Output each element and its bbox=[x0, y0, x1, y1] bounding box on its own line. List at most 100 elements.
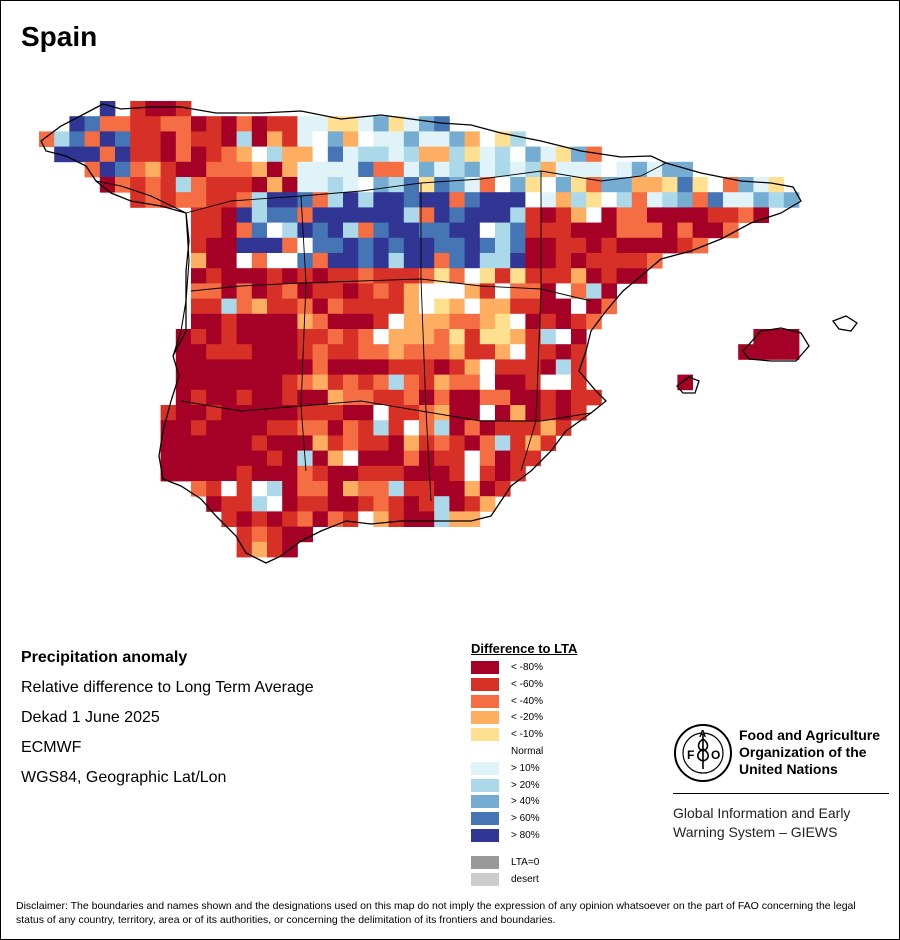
grid-cell bbox=[236, 374, 253, 391]
grid-cell bbox=[449, 222, 465, 239]
disclaimer: Disclaimer: The boundaries and names sho… bbox=[16, 900, 856, 926]
grid-cell bbox=[525, 177, 541, 193]
grid-cell bbox=[282, 131, 298, 147]
grid-cell bbox=[631, 177, 648, 193]
grid-cell bbox=[464, 131, 481, 147]
grid-cell bbox=[115, 177, 131, 193]
grid-cell bbox=[662, 207, 678, 223]
grid-cell bbox=[221, 298, 237, 315]
grid-cell bbox=[540, 344, 557, 360]
grid-cell bbox=[145, 177, 161, 193]
grid-cell bbox=[434, 146, 450, 163]
grid-cell bbox=[327, 177, 344, 193]
grid-cell bbox=[373, 237, 389, 254]
grid-cell bbox=[206, 222, 222, 239]
grid-cell bbox=[464, 313, 481, 330]
grid-cell bbox=[510, 389, 526, 406]
grid-cell bbox=[540, 253, 557, 269]
grid-cell bbox=[571, 222, 587, 239]
legend-label: > 60% bbox=[511, 813, 540, 825]
grid-cell bbox=[449, 268, 465, 284]
grid-cell bbox=[388, 435, 405, 451]
grid-cell bbox=[495, 435, 511, 451]
grid-cell bbox=[221, 313, 237, 330]
grid-cell bbox=[479, 405, 496, 421]
info-variable: Precipitation anomaly bbox=[21, 649, 188, 666]
grid-cell bbox=[373, 298, 389, 315]
grid-cell bbox=[434, 253, 450, 269]
grid-cell bbox=[160, 161, 177, 178]
grid-cell bbox=[677, 222, 693, 239]
grid-cell bbox=[312, 465, 329, 482]
grid-cell bbox=[738, 344, 754, 360]
grid-cell bbox=[403, 283, 420, 299]
legend-label: LTA=0 bbox=[511, 856, 540, 868]
grid-cell bbox=[540, 435, 557, 451]
grid-cell bbox=[206, 405, 222, 421]
grid-cell bbox=[221, 374, 237, 391]
grid-cell bbox=[99, 177, 116, 193]
grid-cell bbox=[403, 481, 420, 497]
grid-cell bbox=[343, 435, 359, 451]
grid-cell bbox=[236, 329, 253, 345]
grid-cell bbox=[358, 298, 374, 315]
legend-row: < -10% bbox=[471, 727, 577, 744]
legend-row: < -20% bbox=[471, 710, 577, 727]
grid-cell bbox=[358, 237, 374, 254]
grid-cell bbox=[358, 496, 374, 512]
grid-cell bbox=[768, 192, 785, 208]
grid-cell bbox=[191, 207, 207, 223]
grid-cell bbox=[434, 511, 450, 527]
grid-cell bbox=[327, 420, 344, 436]
grid-cell bbox=[723, 207, 739, 223]
grid-cell bbox=[373, 146, 389, 163]
grid-cell bbox=[282, 237, 298, 254]
grid-cell bbox=[525, 253, 541, 269]
info-projection: WGS84, Geographic Lat/Lon bbox=[21, 769, 227, 786]
grid-cell bbox=[343, 511, 359, 527]
grid-cell bbox=[571, 389, 587, 406]
grid-cell bbox=[495, 329, 511, 345]
grid-cell bbox=[479, 161, 496, 178]
grid-cell bbox=[130, 116, 146, 132]
grid-cell bbox=[479, 359, 496, 375]
grid-cell bbox=[662, 237, 678, 254]
grid-cell bbox=[191, 313, 207, 330]
grid-cell bbox=[510, 237, 526, 254]
grid-cell bbox=[251, 344, 268, 360]
grid-cell bbox=[221, 481, 237, 497]
grid-cell bbox=[616, 237, 633, 254]
grid-cell bbox=[525, 207, 541, 223]
grid-cell bbox=[388, 420, 405, 436]
grid-cell bbox=[479, 344, 496, 360]
grid-cell bbox=[388, 496, 405, 512]
grid-cell bbox=[388, 465, 405, 482]
grid-cell bbox=[510, 374, 526, 391]
grid-cell bbox=[510, 222, 526, 239]
grid-cell bbox=[586, 389, 602, 406]
grid-cell bbox=[343, 465, 359, 482]
org-divider bbox=[673, 793, 889, 794]
grid-cell bbox=[783, 329, 800, 345]
grid-cell bbox=[191, 146, 207, 163]
grid-cell bbox=[327, 161, 344, 178]
legend-swatch bbox=[471, 872, 499, 886]
grid-cell bbox=[191, 420, 207, 436]
grid-cell bbox=[495, 420, 511, 436]
grid-cell bbox=[251, 207, 268, 223]
grid-cell bbox=[312, 435, 329, 451]
grid-cell bbox=[571, 253, 587, 269]
grid-cell bbox=[540, 359, 557, 375]
grid-cell bbox=[251, 131, 268, 147]
internal-border-north bbox=[185, 162, 667, 214]
legend-swatch bbox=[471, 778, 499, 792]
grid-cell bbox=[479, 389, 496, 406]
grid-cell bbox=[525, 283, 541, 299]
info-source: ECMWF bbox=[21, 739, 82, 756]
grid-cell bbox=[647, 253, 663, 269]
grid-cell bbox=[160, 465, 177, 482]
grid-cell bbox=[206, 253, 222, 269]
grid-cell bbox=[647, 207, 663, 223]
grid-cell bbox=[464, 192, 481, 208]
legend-row: < -80% bbox=[471, 660, 577, 677]
